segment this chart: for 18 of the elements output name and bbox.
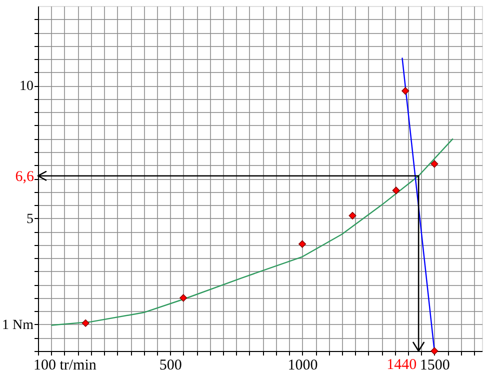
- y-tick-label: 10: [20, 79, 34, 94]
- x-tick-label: 1500: [420, 358, 450, 374]
- y-tick-label: 1 Nm: [2, 318, 34, 333]
- point: [298, 240, 306, 248]
- x-tick-label: 500: [159, 358, 182, 374]
- point: [392, 186, 400, 194]
- x-tick-label: 100 tr/min: [33, 358, 97, 374]
- y-tick-label: 5: [26, 212, 34, 227]
- point: [430, 347, 438, 355]
- line-series: [50, 138, 454, 326]
- point: [402, 87, 410, 95]
- x-tick-label: 1000: [288, 358, 318, 374]
- point: [180, 294, 188, 302]
- ref-line-label: 6,6: [15, 168, 34, 185]
- point: [348, 212, 356, 220]
- point: [82, 319, 90, 327]
- ref-line-label: 1440: [386, 357, 417, 373]
- point: [430, 160, 438, 168]
